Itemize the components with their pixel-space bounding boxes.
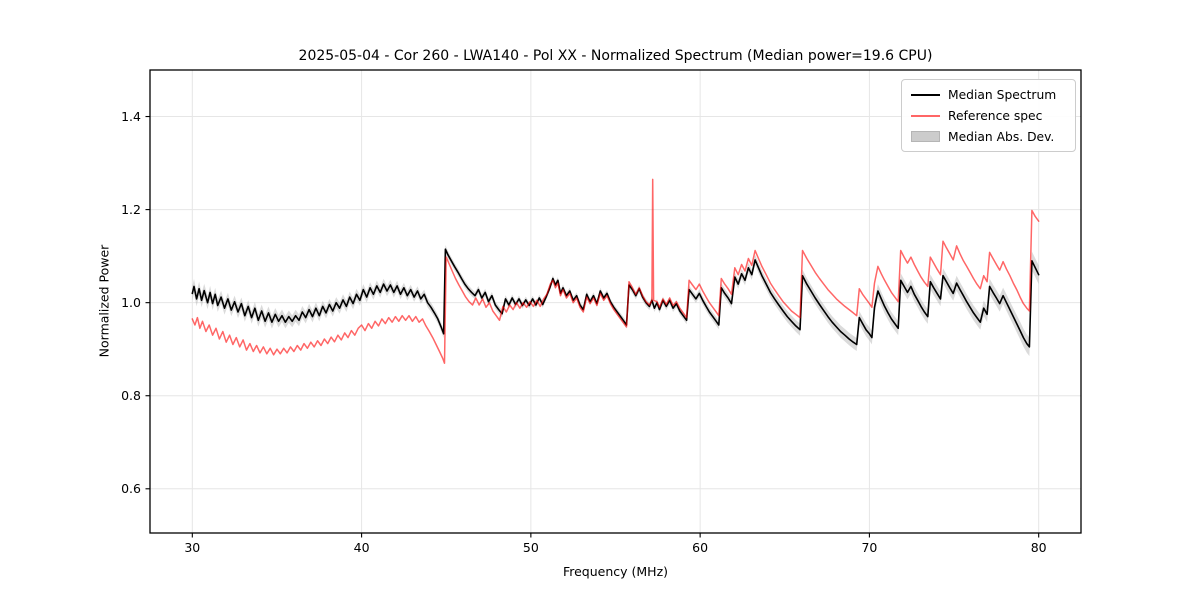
legend-item-median-spectrum: Median Spectrum <box>911 87 1066 102</box>
y-tick-label: 1.2 <box>121 202 141 217</box>
reference-spec-line <box>191 178 1040 364</box>
legend-label: Reference spec <box>948 108 1043 123</box>
x-axis-label: Frequency (MHz) <box>562 564 669 579</box>
x-tick-label: 50 <box>523 540 539 555</box>
y-tick-label: 1.0 <box>121 295 141 310</box>
legend-label: Median Abs. Dev. <box>948 129 1055 144</box>
plot-border <box>149 69 1082 534</box>
legend-item-reference-spec: Reference spec <box>911 108 1066 123</box>
y-tick-label: 0.6 <box>121 481 141 496</box>
y-axis-label: Normalized Power <box>96 244 112 358</box>
chart-title: 2025-05-04 - Cor 260 - LWA140 - Pol XX -… <box>298 48 933 64</box>
median-abs-dev-band <box>192 245 1039 357</box>
legend-label: Median Spectrum <box>948 87 1057 102</box>
y-tick-label: 0.8 <box>121 388 141 403</box>
x-tick-label: 30 <box>184 540 200 555</box>
x-tick-label: 80 <box>1031 540 1047 555</box>
legend: Median Spectrum Reference spec Median Ab… <box>901 79 1076 152</box>
x-tick-label: 40 <box>354 540 370 555</box>
median-spectrum-line-swatch <box>911 93 940 96</box>
median-spectrum-line <box>191 248 1040 348</box>
reference-spec-line-swatch <box>911 114 940 117</box>
y-tick-label: 1.4 <box>121 109 141 124</box>
x-tick-label: 60 <box>692 540 708 555</box>
median-abs-dev-patch-swatch <box>911 131 940 142</box>
legend-item-median-abs-dev: Median Abs. Dev. <box>911 129 1066 144</box>
x-tick-label: 70 <box>861 540 877 555</box>
